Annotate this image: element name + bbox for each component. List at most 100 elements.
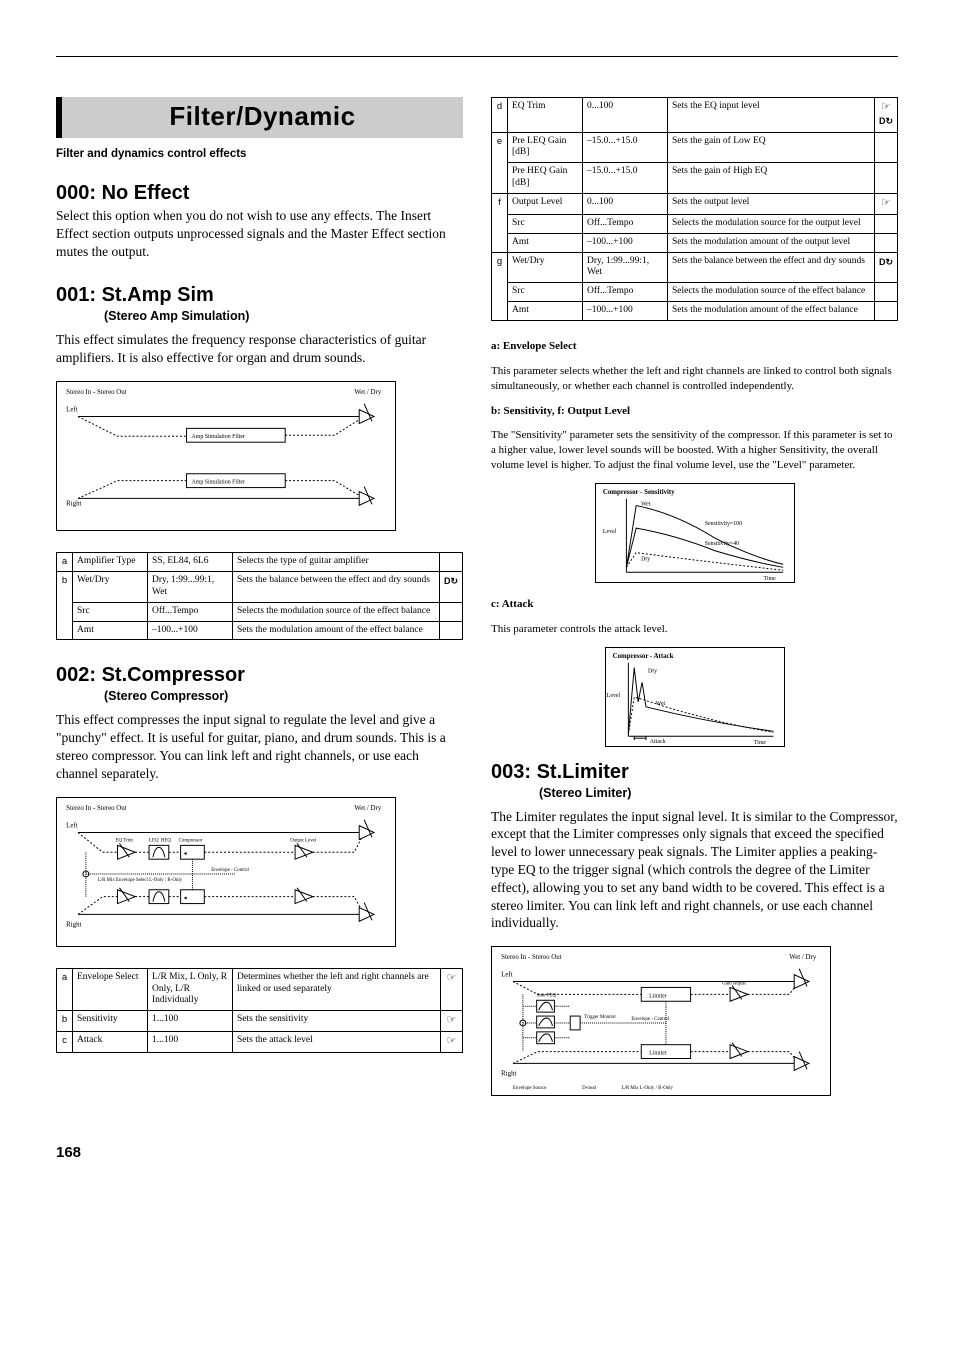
svg-text:Compressor - Attack: Compressor - Attack xyxy=(612,652,673,659)
table-row: d EQ Trim 0...100 Sets the EQ input leve… xyxy=(492,98,898,133)
note-heading: c: Attack xyxy=(491,597,898,612)
svg-text:Dry: Dry xyxy=(641,556,650,562)
svg-text:LEQ: LEQ xyxy=(149,838,159,843)
effect-body: This effect compresses the input signal … xyxy=(56,711,463,782)
effect-subtitle: (Stereo Amp Simulation) xyxy=(104,309,463,323)
svg-text:Time: Time xyxy=(753,740,766,746)
header-rule xyxy=(56,56,898,57)
section-banner: Filter/Dynamic xyxy=(56,97,463,138)
svg-text:Right: Right xyxy=(501,1071,516,1078)
hand-icon xyxy=(881,101,891,113)
effect-body: This effect simulates the frequency resp… xyxy=(56,331,463,367)
effect-title: 003: St.Limiter xyxy=(491,761,898,784)
svg-text:Attack: Attack xyxy=(649,739,665,745)
table-row: Amt –100...+100 Sets the modulation amou… xyxy=(57,621,463,640)
effect-003: 003: St.Limiter (Stereo Limiter) The Lim… xyxy=(491,761,898,1118)
svg-text:L/R Mix Envelope Select L-On: L/R Mix Envelope Select L-Only / R-Only xyxy=(98,878,183,883)
dmod-icon xyxy=(879,256,893,268)
svg-text:Sensitivity=100: Sensitivity=100 xyxy=(704,521,741,527)
sensitivity-diagram: Compressor - Sensitivity Level Wet Dry S… xyxy=(595,483,795,583)
svg-text:Sensitivity=40: Sensitivity=40 xyxy=(704,541,738,547)
signal-flow-diagram: Stereo In - Stereo Out Wet / Dry Left Ri… xyxy=(491,946,831,1096)
svg-text:L/R Mix L-Only / R-Only: L/R Mix L-Only / R-Only xyxy=(622,1086,674,1091)
effect-title: 001: St.Amp Sim xyxy=(56,284,463,307)
note-body: The "Sensitivity" parameter sets the sen… xyxy=(491,428,898,473)
signal-flow-diagram: Stereo In - Stereo Out Wet / Dry Left Ri… xyxy=(56,797,396,947)
svg-text:Wet / Dry: Wet / Dry xyxy=(354,805,382,812)
svg-text:Limiter: Limiter xyxy=(649,1051,667,1057)
table-row: Src Off...Tempo Selects the modulation s… xyxy=(57,602,463,621)
svg-text:Wet / Dry: Wet / Dry xyxy=(354,389,382,396)
note-heading: a: Envelope Select xyxy=(491,339,898,354)
effect-002: 002: St.Compressor (Stereo Compressor) T… xyxy=(56,664,463,1052)
svg-text:Stereo In - Stereo Out: Stereo In - Stereo Out xyxy=(66,805,127,812)
svg-text:Level: Level xyxy=(606,693,620,699)
svg-text:Output Level: Output Level xyxy=(290,838,317,843)
note-body: This parameter selects whether the left … xyxy=(491,364,898,394)
svg-text:Time: Time xyxy=(763,576,776,582)
svg-text:D-mod: D-mod xyxy=(582,1086,596,1091)
svg-text:◂: ◂ xyxy=(184,851,187,857)
hand-icon xyxy=(881,197,891,209)
dmod-icon xyxy=(879,115,893,127)
table-row: b Sensitivity 1...100 Sets the sensitivi… xyxy=(57,1011,463,1032)
table-row: e Pre LEQ Gain [dB] –15.0...+15.0 Sets t… xyxy=(492,132,898,163)
svg-text:Gain Adjust: Gain Adjust xyxy=(722,982,746,987)
effect-body: The Limiter regulates the input signal l… xyxy=(491,808,898,933)
page-number: 168 xyxy=(56,1144,81,1161)
table-row: g Wet/Dry Dry, 1:99...99:1, Wet Sets the… xyxy=(492,252,898,283)
svg-text:Trigger Monitor: Trigger Monitor xyxy=(584,1015,616,1020)
left-column: Filter/Dynamic Filter and dynamics contr… xyxy=(56,97,463,1141)
table-row: f Output Level 0...100 Sets the output l… xyxy=(492,194,898,215)
table-row: Amt –100...+100 Sets the modulation amou… xyxy=(492,302,898,321)
svg-text:Dry: Dry xyxy=(647,668,656,674)
svg-text:Side PEQ: Side PEQ xyxy=(537,994,557,999)
banner-subtitle: Filter and dynamics control effects xyxy=(56,148,463,160)
note-body: This parameter controls the attack level… xyxy=(491,622,898,637)
svg-text:Left: Left xyxy=(66,407,78,414)
svg-text:Stereo In - Stereo Out: Stereo In - Stereo Out xyxy=(66,389,127,396)
svg-text:Right: Right xyxy=(66,921,81,928)
svg-text:◂: ◂ xyxy=(184,895,187,901)
svg-text:HEQ: HEQ xyxy=(161,838,172,843)
table-row: Src Off...Tempo Selects the modulation s… xyxy=(492,214,898,233)
effect-title: 002: St.Compressor xyxy=(56,664,463,687)
svg-text:Wet / Dry: Wet / Dry xyxy=(789,954,817,961)
effect-title: 000: No Effect xyxy=(56,182,463,205)
svg-text:Compressor - Sensitivity: Compressor - Sensitivity xyxy=(602,489,674,496)
banner-title: Filter/Dynamic xyxy=(62,101,463,132)
svg-text:EQ Trim: EQ Trim xyxy=(115,838,133,843)
hand-icon xyxy=(447,972,457,984)
svg-text:Envelope Source: Envelope Source xyxy=(513,1086,547,1091)
svg-text:Limiter: Limiter xyxy=(649,994,667,1000)
table-row: Src Off...Tempo Selects the modulation s… xyxy=(492,283,898,302)
table-row: Amt –100...+100 Sets the modulation amou… xyxy=(492,233,898,252)
effect-001: 001: St.Amp Sim (Stereo Amp Simulation) … xyxy=(56,284,463,640)
table-row: c Attack 1...100 Sets the attack level xyxy=(57,1032,463,1053)
table-row: a Envelope Select L/R Mix, L Only, R Onl… xyxy=(57,968,463,1011)
table-row: b Wet/Dry Dry, 1:99...99:1, Wet Sets the… xyxy=(57,571,463,602)
right-column: d EQ Trim 0...100 Sets the EQ input leve… xyxy=(491,97,898,1141)
svg-text:Right: Right xyxy=(66,500,81,507)
signal-flow-diagram: Stereo In - Stereo Out Wet / Dry Left Ri… xyxy=(56,381,396,531)
svg-text:Wet: Wet xyxy=(655,700,665,706)
svg-text:Left: Left xyxy=(501,972,513,979)
table-row: a Amplifier Type SS, EL84, 6L6 Selects t… xyxy=(57,553,463,572)
table-row: Pre HEQ Gain [dB] –15.0...+15.0 Sets the… xyxy=(492,163,898,194)
svg-text:Left: Left xyxy=(66,822,78,829)
attack-diagram: Compressor - Attack Level Dry Wet Attack… xyxy=(605,647,785,747)
hand-icon xyxy=(447,1014,457,1026)
two-column-layout: Filter/Dynamic Filter and dynamics contr… xyxy=(56,97,898,1141)
svg-text:Compressor: Compressor xyxy=(179,838,203,843)
parameter-table: a Envelope Select L/R Mix, L Only, R Onl… xyxy=(56,968,463,1053)
svg-text:Stereo In - Stereo Out: Stereo In - Stereo Out xyxy=(501,954,562,961)
hand-icon xyxy=(447,1035,457,1047)
svg-text:Wet: Wet xyxy=(641,501,651,507)
svg-text:Amp Simulation Filter: Amp Simulation Filter xyxy=(191,480,245,486)
svg-text:Envelope - Control: Envelope - Control xyxy=(631,1017,669,1022)
parameter-table: a Amplifier Type SS, EL84, 6L6 Selects t… xyxy=(56,552,463,640)
note-heading: b: Sensitivity, f: Output Level xyxy=(491,404,898,419)
effect-subtitle: (Stereo Limiter) xyxy=(539,786,898,800)
parameter-table: d EQ Trim 0...100 Sets the EQ input leve… xyxy=(491,97,898,321)
svg-text:Level: Level xyxy=(602,529,616,535)
